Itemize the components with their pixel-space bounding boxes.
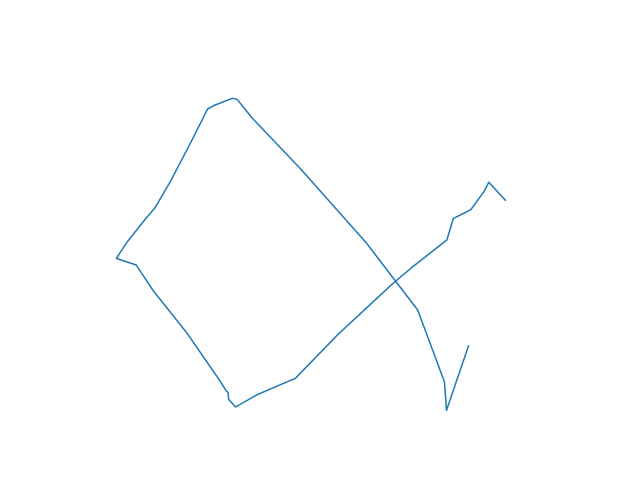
series-layer — [115, 97, 507, 412]
series-line-0 — [115, 97, 507, 412]
